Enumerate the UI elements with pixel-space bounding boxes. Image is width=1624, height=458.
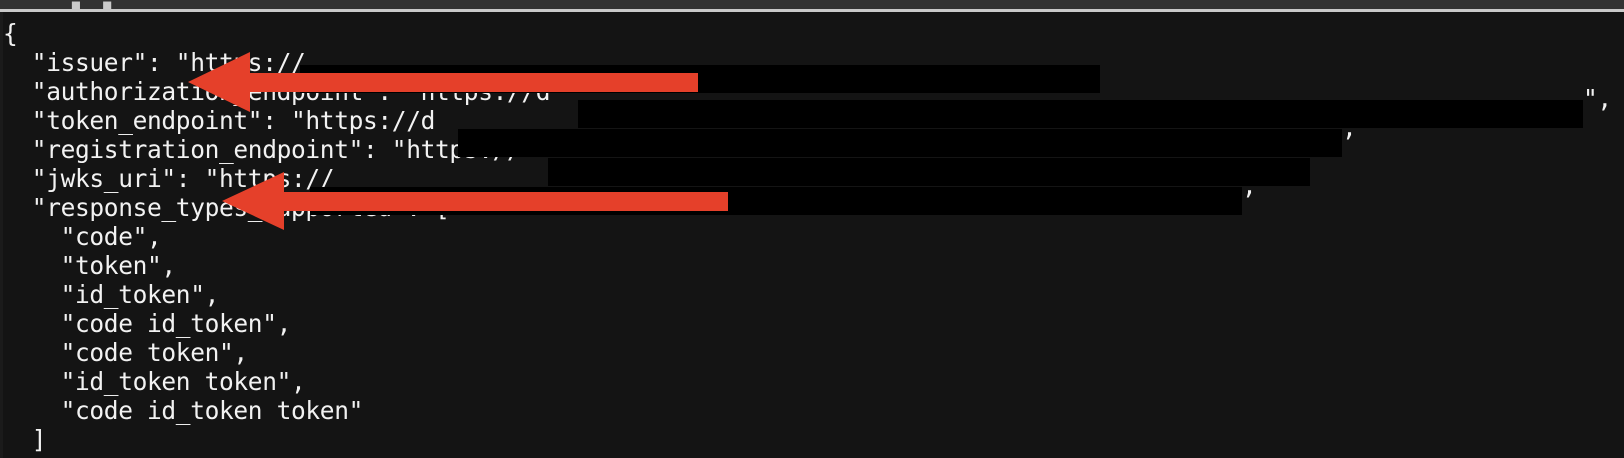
code-line: "id_token token", [3, 367, 306, 396]
code-line: "code token", [3, 338, 249, 367]
redaction-token [458, 129, 1342, 157]
json-document-text[interactable]: { "issuer": "https:// "authorization_end… [0, 19, 1612, 454]
redaction-authorization [578, 100, 1583, 128]
code-line: "authorization_endpoint": "https://d [3, 77, 551, 106]
code-line: "token_endpoint": "https://d [3, 106, 436, 135]
code-line: "code id_token token" [3, 396, 364, 425]
editor-left-gutter [0, 12, 3, 458]
code-line: "id_token", [3, 280, 220, 309]
title-bar-separator [0, 9, 1624, 12]
code-line: "registration_endpoint": "https:// [3, 135, 522, 164]
code-trailing-punctuation: ", [1583, 84, 1612, 113]
redaction-registration [548, 158, 1310, 186]
code-line: { [3, 19, 18, 48]
code-line: "issuer": "https:// [3, 48, 306, 77]
code-line: "code id_token", [3, 309, 292, 338]
json-code-viewer[interactable]: { "issuer": "https:// "authorization_end… [0, 12, 1624, 458]
code-line: "code", [3, 222, 162, 251]
code-trailing-punctuation: , [1342, 113, 1357, 142]
code-line: ] [3, 425, 47, 454]
code-line: "token", [3, 251, 177, 280]
code-line: "response_types_supported": [ [3, 193, 450, 222]
window-title-bar: ▄ ▄ [0, 0, 1624, 9]
window-title-text: ▄ ▄ [72, 0, 112, 9]
code-trailing-punctuation: , [1242, 171, 1257, 200]
code-line: "jwks_uri": "https:// [3, 164, 335, 193]
